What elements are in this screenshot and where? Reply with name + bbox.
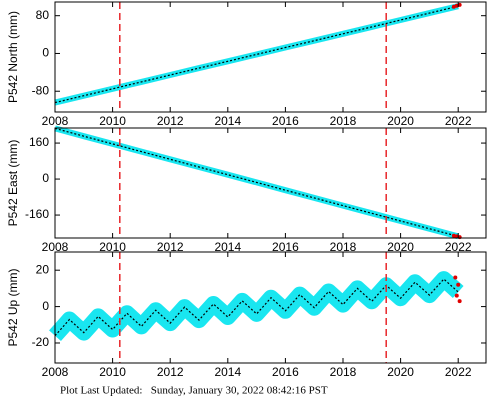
footer: Plot Last Updated: Sunday, January 30, 2… [60, 385, 328, 397]
x-tick-label: 2020 [387, 114, 414, 128]
y-axis-label: P542 East (mm) [6, 140, 20, 227]
x-tick-label: 2022 [445, 365, 472, 379]
plot-frame [54, 251, 487, 364]
x-tick-label: 2008 [42, 240, 69, 254]
x-tick-label: 2014 [214, 114, 241, 128]
y-tick-label: 0 [42, 46, 49, 60]
plot-frame [54, 127, 487, 239]
x-tick-label: 2014 [214, 365, 241, 379]
y-tick-label: 0 [42, 299, 49, 313]
x-tick-label: 2018 [330, 114, 357, 128]
y-axis-label: P542 Up (mm) [6, 268, 20, 346]
y-axis-label: P542 North (mm) [6, 11, 20, 103]
y-tick-label: 0 [42, 171, 49, 185]
recent-point [454, 293, 459, 298]
x-tick-label: 2008 [42, 365, 69, 379]
plot-frame [54, 1, 487, 113]
x-tick-label: 2022 [445, 114, 472, 128]
model-line [54, 278, 459, 337]
model-line [54, 5, 459, 104]
recent-point [456, 282, 461, 287]
y-tick-label: -160 [25, 207, 49, 221]
x-tick-label: 2010 [99, 114, 126, 128]
model-line [54, 127, 459, 237]
x-tick-label: 2016 [272, 240, 299, 254]
y-tick-label: -20 [32, 335, 50, 349]
x-tick-label: 2020 [387, 240, 414, 254]
x-tick-label: 2012 [157, 114, 184, 128]
x-tick-label: 2010 [99, 240, 126, 254]
x-tick-label: 2022 [445, 240, 472, 254]
x-tick-label: 2020 [387, 365, 414, 379]
x-tick-label: 2018 [330, 240, 357, 254]
recent-point [457, 299, 462, 304]
y-tick-label: 20 [36, 262, 50, 276]
y-tick-label: 160 [29, 135, 49, 149]
x-tick-label: 2014 [214, 240, 241, 254]
x-tick-label: 2018 [330, 365, 357, 379]
recent-point [453, 275, 458, 280]
data-band [49, 271, 464, 342]
x-tick-label: 2016 [272, 365, 299, 379]
x-tick-label: 2012 [157, 240, 184, 254]
y-tick-label: 80 [36, 8, 50, 22]
x-tick-label: 2016 [272, 114, 299, 128]
x-tick-label: 2012 [157, 365, 184, 379]
x-tick-label: 2010 [99, 365, 126, 379]
y-tick-label: -80 [32, 83, 50, 97]
x-tick-label: 2008 [42, 114, 69, 128]
